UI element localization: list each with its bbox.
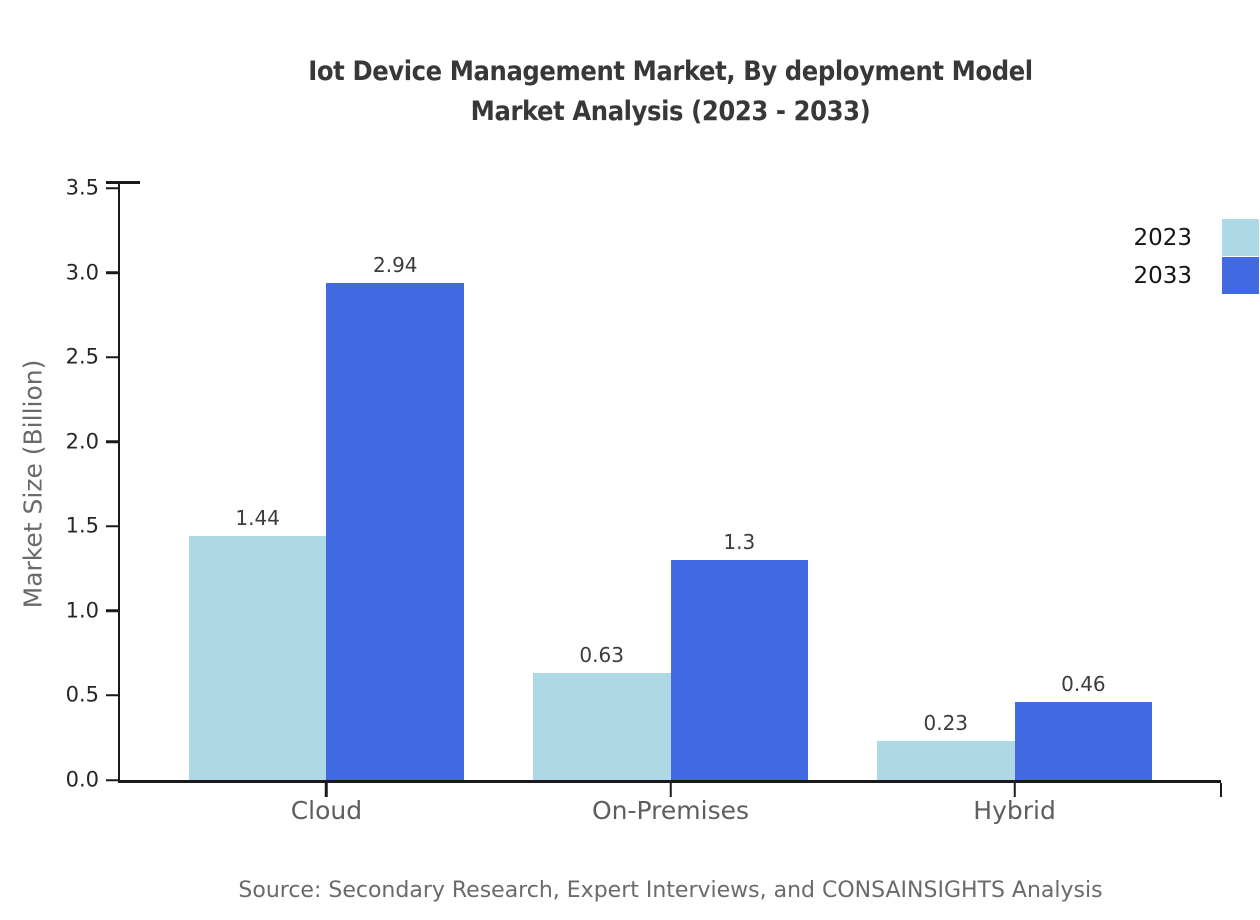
x-category-label-cloud: Cloud bbox=[290, 796, 363, 825]
y-tick-label-2.5: 2.5 bbox=[65, 344, 99, 369]
y-tick-label-2.0: 2.0 bbox=[65, 429, 99, 454]
legend-swatch-2023 bbox=[1222, 219, 1259, 256]
source-note: Source: Secondary Research, Expert Inter… bbox=[238, 878, 1103, 903]
x-tick-cloud bbox=[325, 782, 328, 797]
y-tick-2.0 bbox=[105, 440, 118, 443]
legend-swatch-2033 bbox=[1222, 257, 1259, 294]
y-axis-title: Market Size (Billion) bbox=[18, 359, 48, 609]
bar-value-2023-cloud: 1.44 bbox=[235, 506, 280, 531]
x-axis-line bbox=[117, 780, 1221, 783]
bar-2023-hybrid bbox=[876, 741, 1015, 780]
x-tick-hybrid bbox=[1013, 782, 1016, 797]
y-tick-1.0 bbox=[105, 609, 118, 613]
y-tick-label-1.0: 1.0 bbox=[65, 598, 99, 623]
bar-2033-hybrid bbox=[1014, 702, 1153, 780]
y-tick-2.5 bbox=[105, 355, 118, 359]
y-tick-label-3.0: 3.0 bbox=[65, 260, 99, 285]
y-tick-3.0 bbox=[105, 271, 118, 274]
bar-2023-on-premises bbox=[532, 673, 671, 780]
legend-row-2023: 2023 bbox=[1133, 219, 1259, 256]
plot-area: 0.0 0.5 1.0 1.5 2.0 2.5 3.0 3.5 Cloud 1.44 2.94 On-… bbox=[66, 177, 1223, 825]
bar-value-2033-hybrid: 0.46 bbox=[1061, 672, 1106, 697]
y-tick-0.5 bbox=[105, 694, 118, 697]
bar-2033-on-premises bbox=[670, 560, 809, 780]
y-tick-1.5 bbox=[105, 525, 118, 528]
y-axis-line bbox=[117, 181, 120, 780]
legend: 2023 2033 bbox=[1133, 219, 1259, 294]
x-tick-on-premises bbox=[669, 782, 672, 797]
legend-label-2033: 2033 bbox=[1133, 262, 1192, 289]
bar-value-2033-on-premises: 1.3 bbox=[723, 530, 756, 555]
chart-title: Iot Device Management Market, By deploym… bbox=[120, 52, 1221, 132]
bar-value-2033-cloud: 2.94 bbox=[372, 252, 418, 277]
y-tick-0.0 bbox=[105, 778, 118, 782]
y-tick-label-0.5: 0.5 bbox=[65, 682, 99, 707]
y-tick-label-1.5: 1.5 bbox=[65, 513, 99, 538]
y-axis-top-cap bbox=[105, 181, 140, 184]
y-tick-3.5 bbox=[105, 186, 118, 190]
bar-2023-cloud bbox=[188, 536, 327, 780]
y-tick-label-3.5: 3.5 bbox=[65, 175, 99, 200]
chart-title-line2: Market Analysis (2023 - 2033) bbox=[470, 96, 871, 127]
legend-label-2023: 2023 bbox=[1133, 224, 1192, 251]
chart-title-line1: Iot Device Management Market, By deploym… bbox=[308, 56, 1033, 87]
x-axis-end-cap bbox=[1219, 782, 1223, 797]
x-category-label-on-premises: On-Premises bbox=[591, 796, 750, 825]
bar-value-2023-hybrid: 0.23 bbox=[923, 711, 969, 736]
bar-2033-cloud bbox=[326, 282, 465, 780]
x-category-label-hybrid: Hybrid bbox=[973, 796, 1056, 825]
bar-value-2023-on-premises: 0.63 bbox=[579, 643, 624, 668]
legend-row-2033: 2033 bbox=[1133, 257, 1259, 294]
y-tick-label-0.0: 0.0 bbox=[65, 767, 99, 792]
